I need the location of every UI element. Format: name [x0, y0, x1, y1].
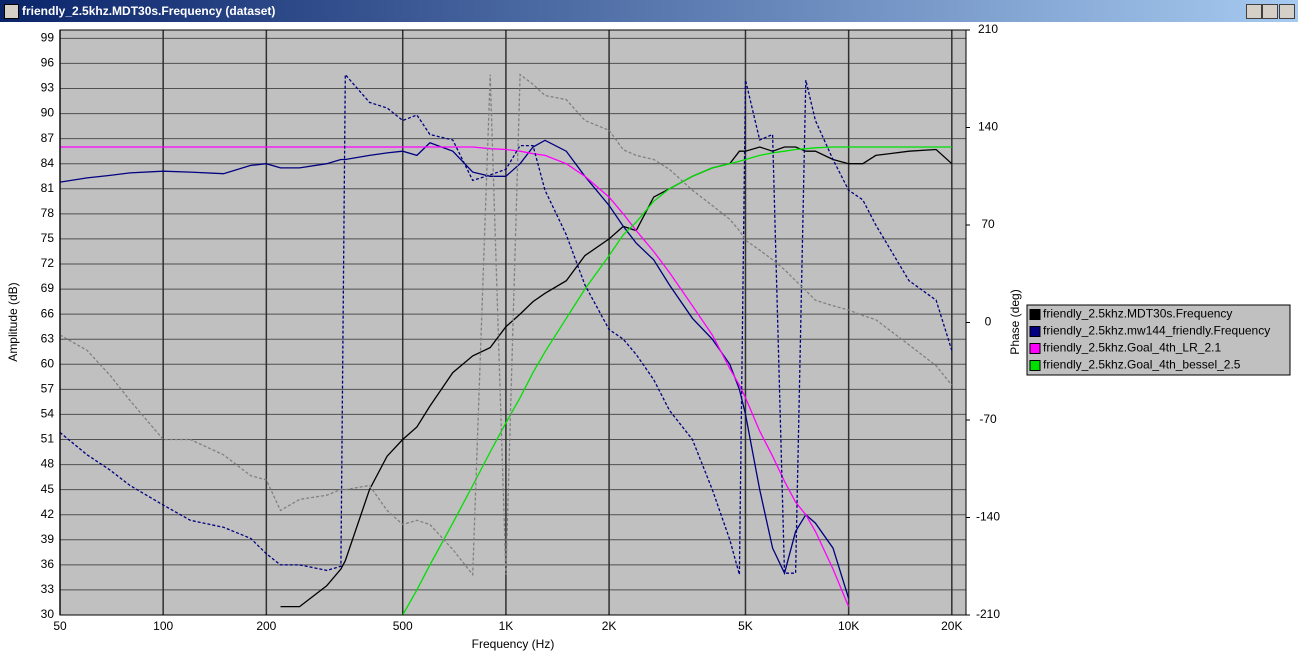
series-line: [402, 146, 952, 615]
y2-tick-label: -140: [976, 510, 1000, 524]
y-tick-label: 69: [41, 281, 55, 295]
x-tick-label: 1K: [499, 619, 514, 633]
y-tick-label: 84: [41, 156, 55, 170]
y-tick-label: 33: [41, 582, 55, 596]
legend-swatch: [1029, 360, 1041, 371]
legend-box: [1026, 304, 1291, 376]
legend-label: friendly_2.5khz.MDT30s.Frequency: [1043, 307, 1232, 321]
x-tick-label: 10K: [838, 619, 859, 633]
window-icon: [4, 4, 19, 19]
x-tick-label: 20K: [941, 619, 962, 633]
x-tick-label: 500: [393, 619, 413, 633]
y-tick-label: 48: [41, 457, 55, 471]
y-tick-label: 36: [41, 557, 55, 571]
legend-label: friendly_2.5khz.mw144_friendly.Frequency: [1043, 324, 1270, 338]
title-bar: friendly_2.5khz.MDT30s.Frequency (datase…: [0, 0, 1298, 22]
y-tick-label: 57: [41, 382, 55, 396]
y2-axis-title: Phase (deg): [1008, 289, 1022, 354]
legend-label: friendly_2.5khz.Goal_4th_LR_2.1: [1043, 341, 1221, 355]
minimize-button[interactable]: [1246, 4, 1262, 19]
y2-tick-label: 0: [985, 315, 992, 329]
x-tick-label: 5K: [738, 619, 753, 633]
y-tick-label: 51: [41, 432, 55, 446]
legend-label: friendly_2.5khz.Goal_4th_bessel_2.5: [1043, 358, 1241, 372]
y-tick-label: 96: [41, 56, 55, 70]
y2-tick-label: 70: [981, 217, 995, 231]
y2-tick-label: 140: [978, 120, 998, 134]
y2-tick-label: -70: [979, 412, 997, 426]
close-button[interactable]: [1279, 4, 1295, 19]
y2-tick-label: 210: [978, 22, 998, 36]
y-tick-label: 90: [41, 106, 55, 120]
y-tick-label: 42: [41, 507, 55, 521]
y-tick-label: 87: [41, 131, 55, 145]
legend-swatch: [1029, 326, 1041, 337]
y-tick-label: 54: [41, 407, 55, 421]
maximize-button[interactable]: [1262, 4, 1278, 19]
x-axis-title: Frequency (Hz): [472, 637, 555, 651]
x-tick-label: 2K: [602, 619, 617, 633]
plot-frame: [59, 29, 967, 616]
series-line: [60, 139, 850, 599]
x-tick-label: 200: [256, 619, 276, 633]
y-tick-label: 93: [41, 81, 55, 95]
x-tick-label: 50: [53, 619, 67, 633]
legend-swatch: [1029, 343, 1041, 354]
y-tick-label: 81: [41, 181, 55, 195]
y-tick-label: 63: [41, 331, 55, 345]
y-tick-label: 78: [41, 206, 55, 220]
y-tick-label: 45: [41, 482, 55, 496]
y-tick-label: 60: [41, 356, 55, 370]
y-axis-title: Amplitude (dB): [6, 282, 20, 361]
y-tick-label: 99: [41, 31, 55, 45]
chart: Amplitude (dB) Phase (deg) Frequency (Hz…: [6, 22, 1291, 651]
plot-area: [59, 29, 967, 616]
legend-swatch: [1029, 309, 1041, 320]
y-tick-label: 66: [41, 306, 55, 320]
y2-tick-label: -210: [976, 607, 1000, 621]
y-tick-label: 30: [41, 607, 55, 621]
y-tick-label: 72: [41, 256, 55, 270]
window-title: friendly_2.5khz.MDT30s.Frequency (datase…: [22, 4, 276, 18]
y-tick-label: 75: [41, 231, 55, 245]
y-tick-label: 39: [41, 532, 55, 546]
x-tick-label: 100: [153, 619, 173, 633]
series-line: [60, 146, 850, 607]
